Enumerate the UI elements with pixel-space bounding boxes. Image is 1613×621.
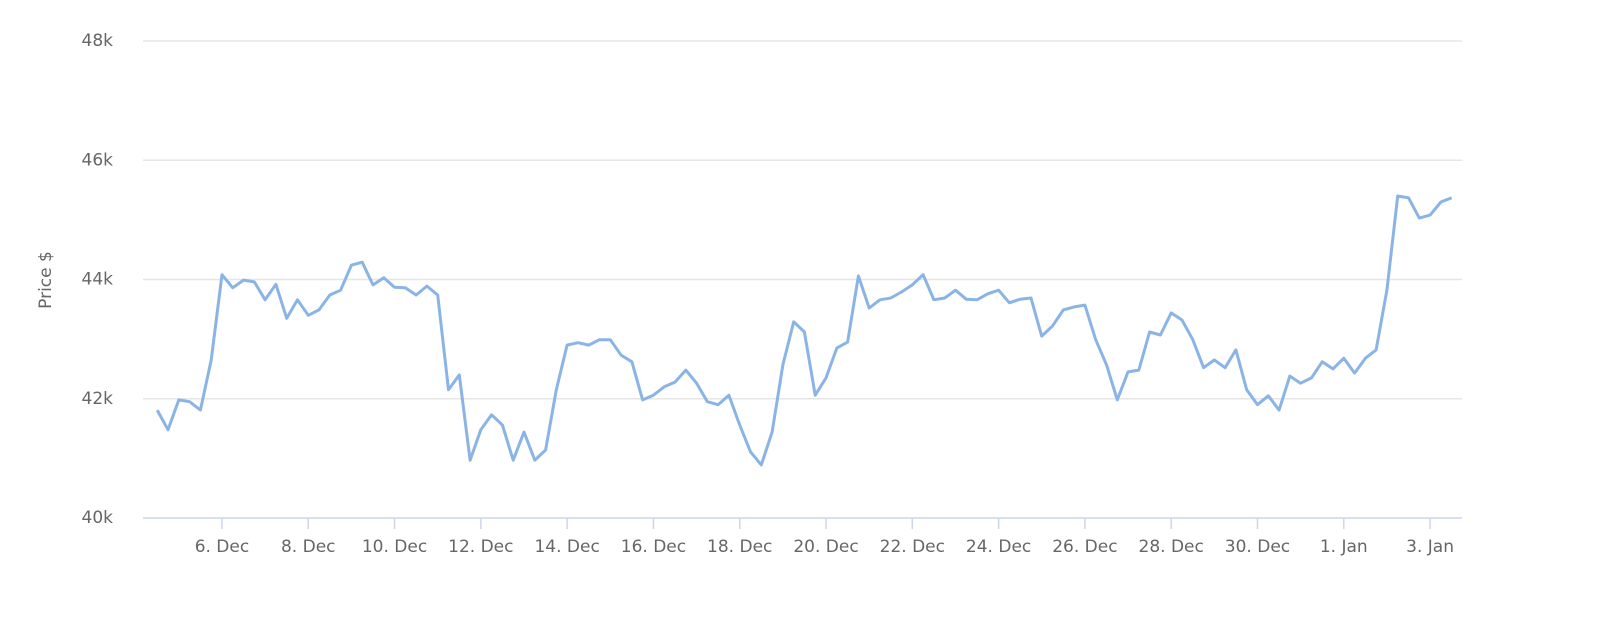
x-tick-label: 16. Dec xyxy=(621,537,686,557)
y-tick-label: 40k xyxy=(82,508,114,528)
x-tick-label: 8. Dec xyxy=(281,537,336,557)
y-tick-label: 48k xyxy=(82,31,114,51)
price-line xyxy=(155,194,1453,467)
x-tick-label: 28. Dec xyxy=(1139,537,1204,557)
x-tick-label: 3. Jan xyxy=(1406,537,1454,557)
x-tick-label: 20. Dec xyxy=(793,537,858,557)
y-tick-label: 42k xyxy=(82,389,114,409)
y-tick-label: 44k xyxy=(82,270,114,290)
x-tick-label: 12. Dec xyxy=(448,537,513,557)
y-tick-label: 46k xyxy=(82,150,114,170)
x-tick-label: 10. Dec xyxy=(362,537,427,557)
x-tick-label: 26. Dec xyxy=(1052,537,1117,557)
y-axis-title: Price $ xyxy=(36,251,56,309)
x-tick-label: 24. Dec xyxy=(966,537,1031,557)
x-tick-label: 18. Dec xyxy=(707,537,772,557)
x-tick-label: 6. Dec xyxy=(195,537,250,557)
x-tick-label: 1. Jan xyxy=(1320,537,1368,557)
x-tick-label: 30. Dec xyxy=(1225,537,1290,557)
x-tick-label: 14. Dec xyxy=(534,537,599,557)
x-tick-label: 22. Dec xyxy=(880,537,945,557)
